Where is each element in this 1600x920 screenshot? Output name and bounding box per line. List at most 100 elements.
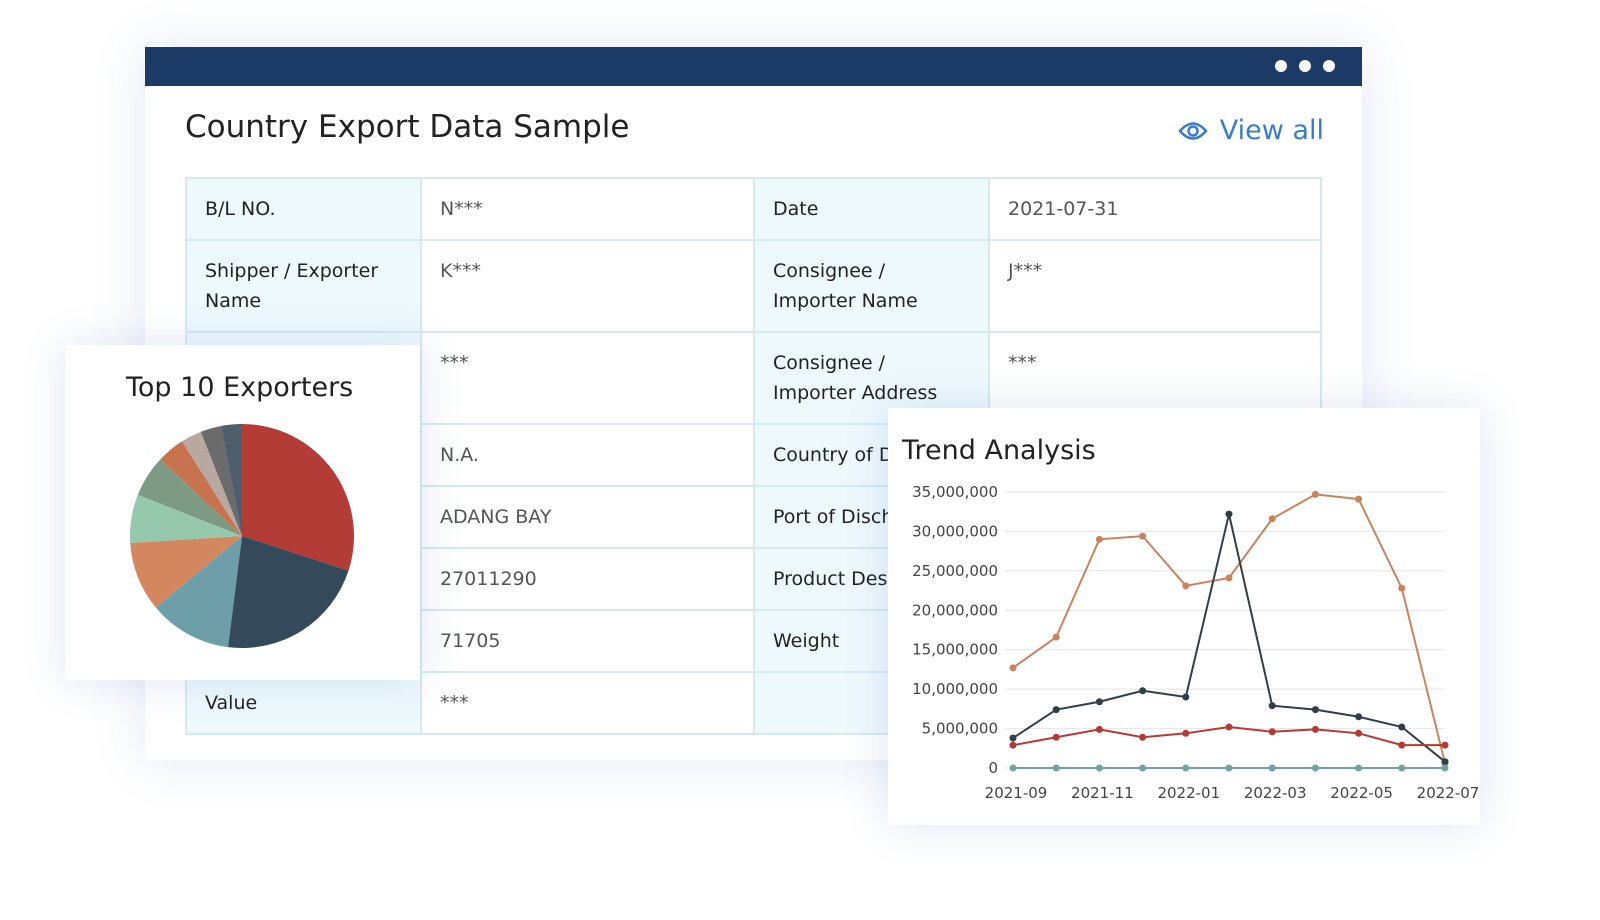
y-tick-label: 30,000,000 xyxy=(912,522,998,540)
pie-slice xyxy=(227,536,349,648)
line-chart: Trend Analysis 0 5,000,000 10,000,000 15,000… xyxy=(901,435,1480,802)
field-value: 2021-07-31 xyxy=(988,177,1322,241)
y-tick-label: 15,000,000 xyxy=(912,641,998,659)
data-point xyxy=(1139,764,1147,772)
chart-title: Trend Analysis xyxy=(901,435,1096,466)
data-point xyxy=(1052,706,1060,714)
data-point xyxy=(1441,741,1449,749)
data-point xyxy=(1182,729,1190,737)
data-point xyxy=(1182,764,1190,772)
field-value: ADANG BAY xyxy=(420,485,755,549)
field-label: Consignee / Importer Name xyxy=(753,239,990,333)
table-row: Shipper / Exporter Name K*** Consignee / I… xyxy=(185,239,1322,333)
data-point xyxy=(1268,728,1276,736)
x-tick-label: 2021-09 xyxy=(985,784,1048,802)
field-label: B/L NO. xyxy=(185,177,422,241)
x-tick-label: 2022-07 xyxy=(1417,784,1480,802)
line-card: Trend Analysis 0 5,000,000 10,000,000 15,000… xyxy=(888,408,1480,825)
data-point xyxy=(1182,582,1190,590)
y-tick-label: 5,000,000 xyxy=(922,720,998,738)
x-tick-label: 2022-05 xyxy=(1330,784,1393,802)
pie-card: Top 10 Exporters xyxy=(65,345,420,680)
data-point xyxy=(1311,490,1319,498)
y-tick-label: 10,000,000 xyxy=(912,680,998,698)
data-point xyxy=(1311,764,1319,772)
data-point xyxy=(1268,764,1276,772)
data-point xyxy=(1398,584,1406,592)
pie-slice xyxy=(221,424,242,536)
data-point xyxy=(1052,733,1060,741)
pie-slice xyxy=(130,536,242,608)
data-point xyxy=(1009,664,1017,672)
data-point xyxy=(1139,733,1147,741)
x-tick-label: 2022-03 xyxy=(1244,784,1307,802)
pie-slice xyxy=(137,459,242,536)
field-value: N.A. xyxy=(420,423,755,487)
field-label: Value xyxy=(185,671,422,735)
view-all-text[interactable]: View all xyxy=(1219,115,1324,146)
data-point xyxy=(1052,764,1060,772)
pie-slice xyxy=(181,431,242,536)
data-point xyxy=(1355,713,1363,721)
window-title: Country Export Data Sample xyxy=(185,109,630,145)
data-point xyxy=(1441,758,1449,766)
data-point xyxy=(1139,532,1147,540)
y-tick-label: 0 xyxy=(988,759,998,777)
x-tick-label: 2021-11 xyxy=(1071,784,1134,802)
data-point xyxy=(1225,723,1233,731)
series-line xyxy=(1012,493,1446,764)
data-point xyxy=(1009,734,1017,742)
data-point xyxy=(1225,574,1233,582)
data-point xyxy=(1268,702,1276,710)
data-point xyxy=(1311,706,1319,714)
data-point xyxy=(1182,693,1190,701)
data-point xyxy=(1398,741,1406,749)
pie-slice xyxy=(160,441,242,536)
field-label: Date xyxy=(753,177,990,241)
y-tick-label: 20,000,000 xyxy=(912,601,998,619)
menu-dot xyxy=(1299,60,1311,72)
data-point xyxy=(1355,764,1363,772)
data-point xyxy=(1139,687,1147,695)
y-tick-label: 35,000,000 xyxy=(912,483,998,501)
data-point xyxy=(1225,510,1233,518)
pie-slice xyxy=(130,494,242,544)
field-value: J*** xyxy=(988,239,1322,333)
data-point xyxy=(1095,535,1103,543)
field-value: 71705 xyxy=(420,609,755,673)
data-point xyxy=(1095,698,1103,706)
data-point xyxy=(1009,741,1017,749)
data-point xyxy=(1398,723,1406,731)
pie-slice xyxy=(200,425,242,536)
chart-title: Top 10 Exporters xyxy=(125,372,353,403)
data-point xyxy=(1225,764,1233,772)
data-point xyxy=(1052,633,1060,641)
data-point xyxy=(1009,764,1017,772)
table-row: B/L NO. N*** Date 2021-07-31 xyxy=(185,177,1322,241)
pie-slice xyxy=(242,424,354,571)
data-point xyxy=(1441,764,1449,772)
y-tick-label: 25,000,000 xyxy=(912,562,998,580)
data-point xyxy=(1095,764,1103,772)
eye-icon xyxy=(1178,121,1208,140)
pie-chart: Top 10 Exporters xyxy=(125,372,354,648)
menu-dot xyxy=(1323,60,1335,72)
x-tick-label: 2022-01 xyxy=(1157,784,1220,802)
data-point xyxy=(1355,495,1363,503)
menu-dot xyxy=(1275,60,1287,72)
data-point xyxy=(1311,725,1319,733)
data-point xyxy=(1355,729,1363,737)
data-point xyxy=(1095,725,1103,733)
field-value: N*** xyxy=(420,177,755,241)
field-value: 27011290 xyxy=(420,547,755,611)
field-label: Shipper / Exporter Name xyxy=(185,239,422,333)
field-value: *** xyxy=(420,671,755,735)
view-all-link[interactable]: View all xyxy=(1178,115,1324,146)
data-point xyxy=(1268,515,1276,523)
data-point xyxy=(1398,764,1406,772)
pie-slice xyxy=(155,536,242,648)
field-value: K*** xyxy=(420,239,755,333)
field-value: *** xyxy=(420,331,755,425)
window-bar xyxy=(145,47,1362,86)
